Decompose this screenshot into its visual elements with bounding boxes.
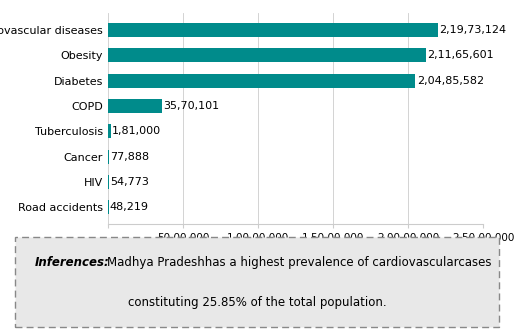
Bar xyxy=(108,175,109,189)
Bar xyxy=(108,124,111,138)
Bar xyxy=(108,99,161,113)
Text: Inferences:: Inferences: xyxy=(35,256,109,269)
Bar xyxy=(108,73,415,88)
Bar xyxy=(108,23,438,37)
Text: 48,219: 48,219 xyxy=(110,202,149,212)
Text: 77,888: 77,888 xyxy=(111,152,150,162)
Text: 2,19,73,124: 2,19,73,124 xyxy=(439,25,507,35)
Text: constituting 25.85% of the total population.: constituting 25.85% of the total populat… xyxy=(127,296,387,309)
Text: 2,11,65,601: 2,11,65,601 xyxy=(428,50,494,60)
Text: 54,773: 54,773 xyxy=(110,177,149,187)
Text: 35,70,101: 35,70,101 xyxy=(163,101,219,111)
Bar xyxy=(108,48,426,62)
Text: 1,81,000: 1,81,000 xyxy=(112,126,161,136)
Text: 2,04,85,582: 2,04,85,582 xyxy=(417,75,484,86)
X-axis label: Total number  of cases: Total number of cases xyxy=(225,247,366,260)
Text: Madhya Pradeshhas a highest prevalence of cardiovascularcases: Madhya Pradeshhas a highest prevalence o… xyxy=(107,256,492,269)
Bar xyxy=(108,150,109,164)
FancyBboxPatch shape xyxy=(15,237,499,327)
